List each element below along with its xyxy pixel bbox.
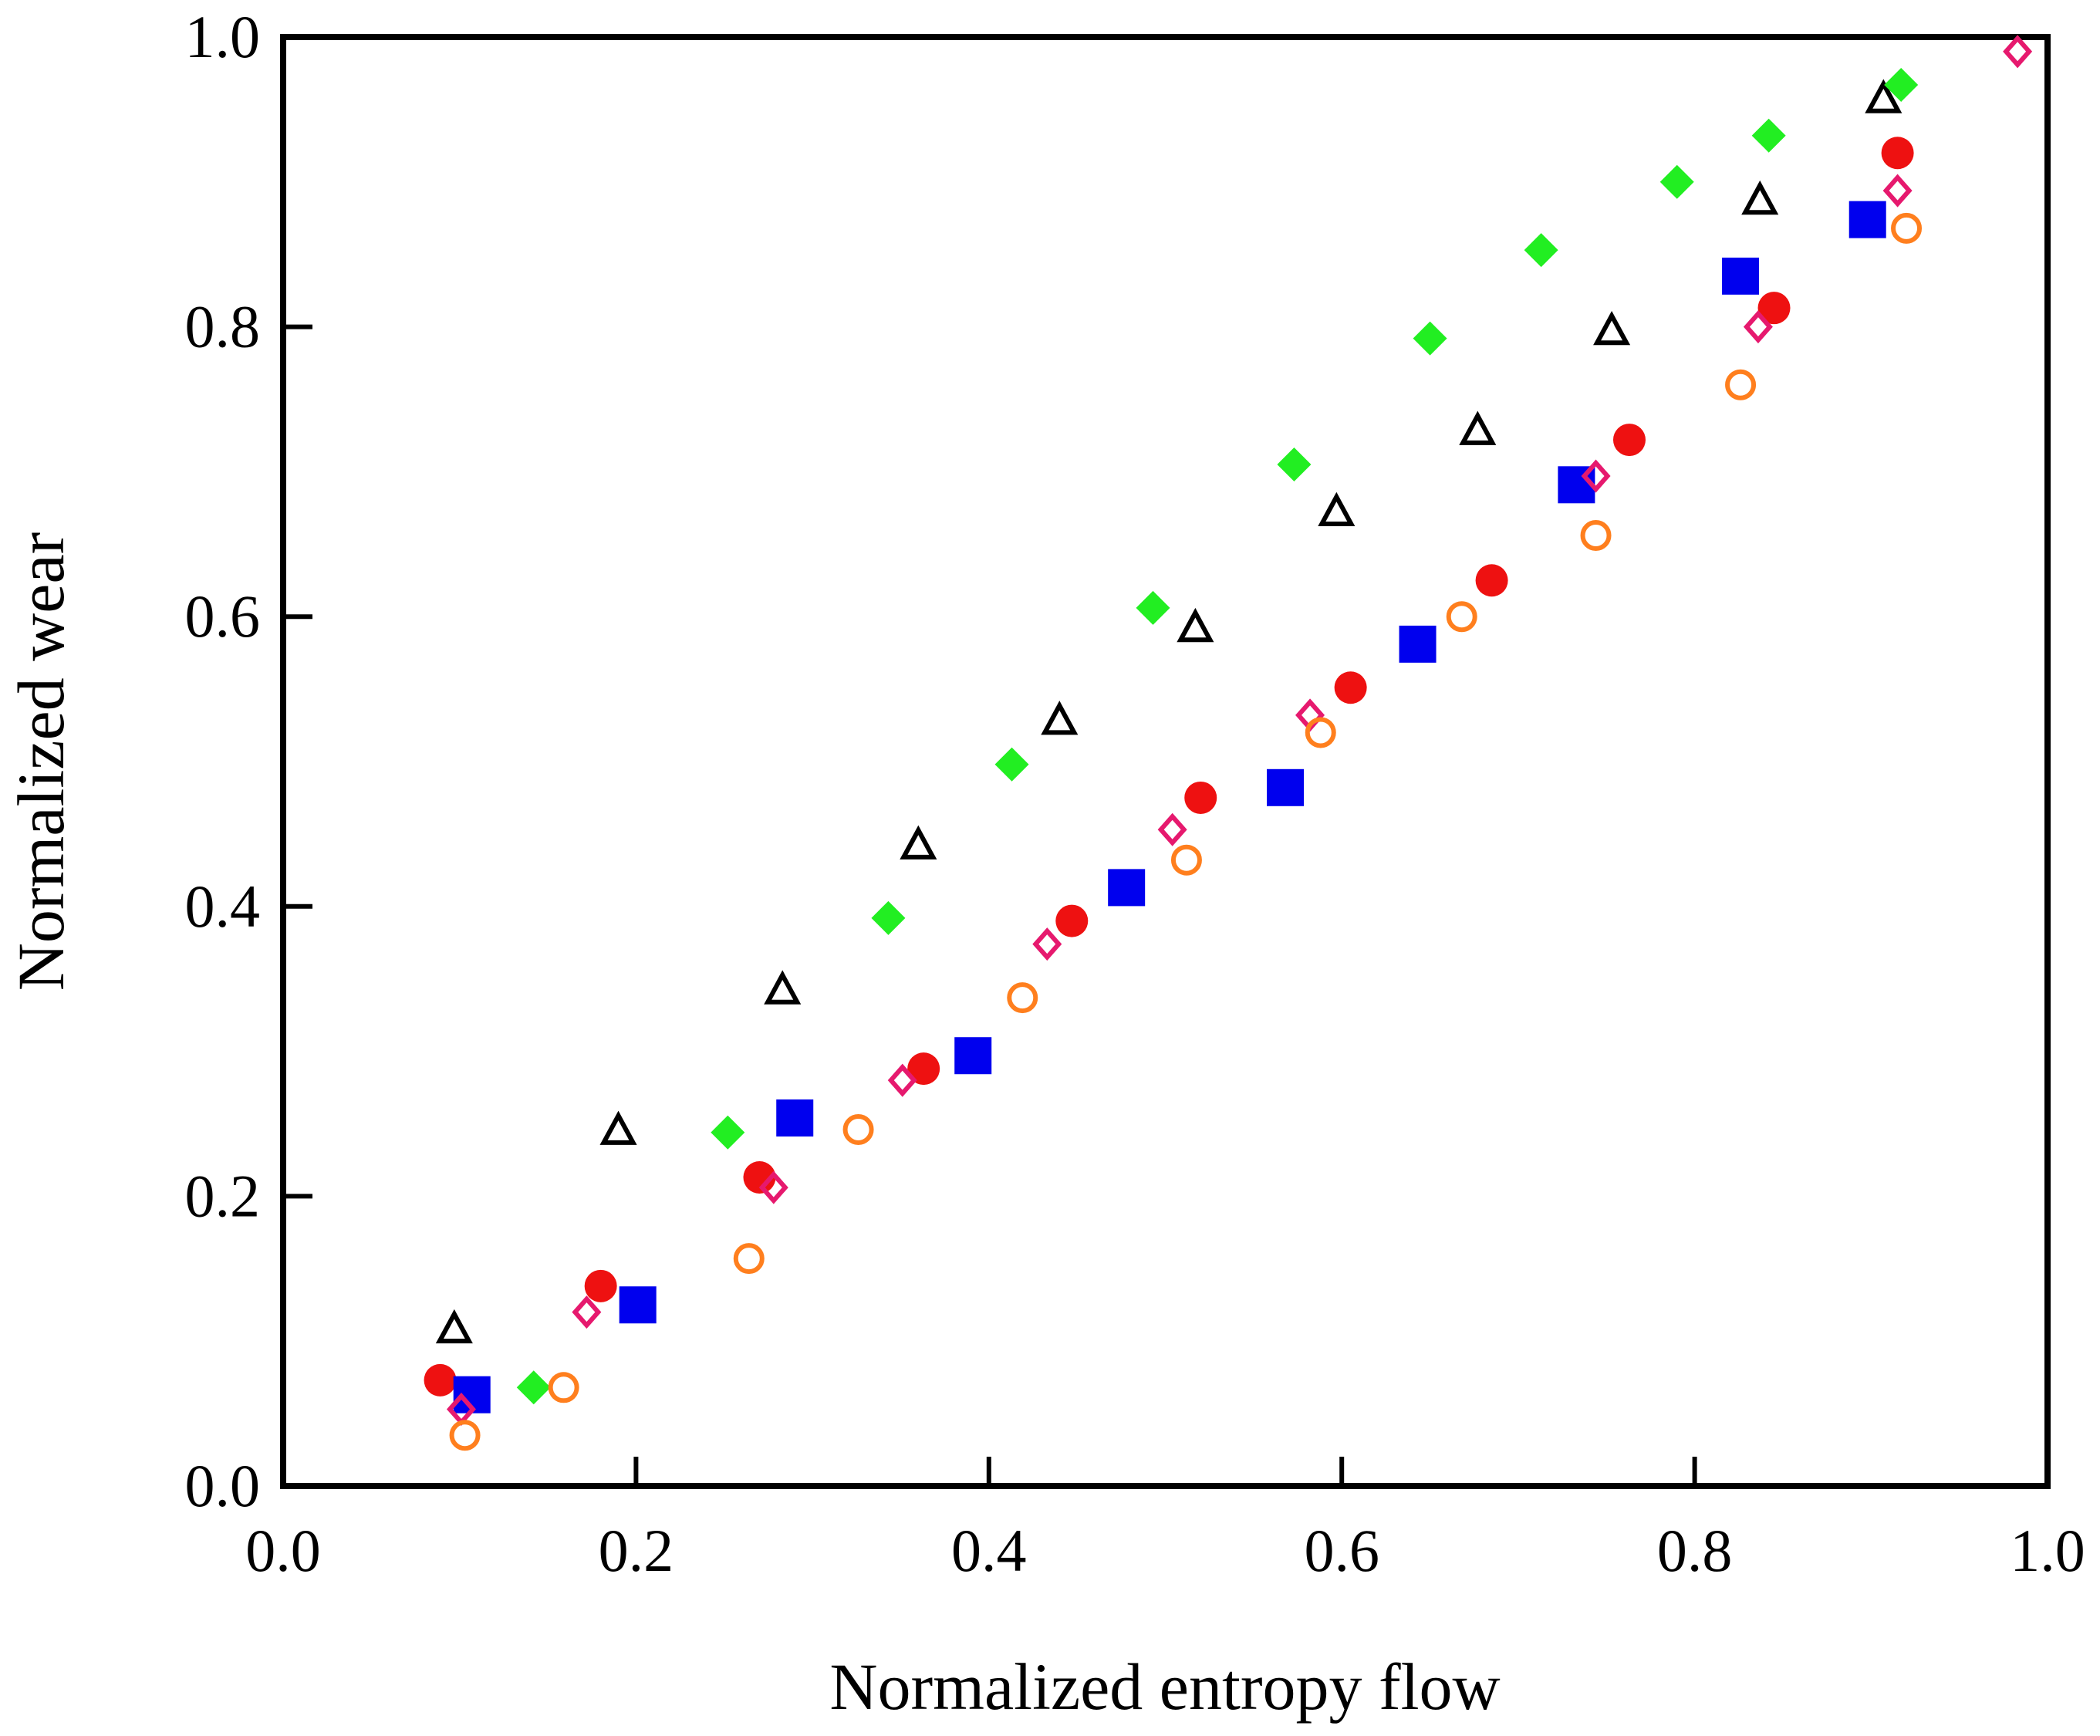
data-point-open-circle: [1305, 717, 1336, 748]
data-point-open-circle: [733, 1243, 765, 1275]
x-tick-label: 0.4: [951, 1517, 1027, 1584]
y-axis-title: Normalized wear: [4, 532, 78, 991]
data-point-filled-diamond: [516, 1370, 551, 1405]
data-point-filled-circle: [1475, 564, 1508, 597]
data-point-filled-square: [776, 1099, 814, 1137]
data-markers: [424, 35, 2033, 1451]
y-tick-label: 0.0: [185, 1452, 261, 1519]
data-point-open-triangle: [1741, 180, 1779, 215]
data-point-filled-square: [1848, 201, 1886, 238]
data-point-open-circle: [1446, 601, 1477, 633]
data-point-filled-circle: [1757, 292, 1791, 325]
data-point-filled-diamond: [1524, 233, 1558, 268]
data-point-filled-circle: [424, 1363, 457, 1397]
x-tick-label: 0.8: [1657, 1517, 1733, 1584]
x-tick-label: 0.2: [599, 1517, 674, 1584]
series-open-triangle: [435, 79, 1902, 1344]
series-filled-circle: [424, 137, 1914, 1397]
x-axis-title: Normalized entropy flow: [829, 1650, 1500, 1724]
y-tick-label: 1.0: [185, 3, 261, 70]
data-point-filled-diamond: [1751, 118, 1786, 153]
y-tick-label: 0.2: [185, 1162, 261, 1229]
data-point-open-triangle: [599, 1110, 637, 1145]
x-tick-label: 0.6: [1304, 1517, 1379, 1584]
y-tick-label: 0.8: [185, 293, 261, 360]
data-point-open-circle: [548, 1372, 579, 1403]
data-point-filled-square: [1108, 869, 1146, 907]
data-point-filled-square: [1267, 768, 1305, 806]
data-point-filled-diamond: [1884, 67, 1919, 102]
data-point-filled-circle: [1334, 671, 1367, 704]
data-point-filled-diamond: [1659, 164, 1694, 199]
data-point-open-triangle: [1318, 491, 1356, 526]
series-filled-square: [453, 201, 1886, 1413]
data-point-filled-diamond: [711, 1115, 745, 1150]
data-point-filled-square: [619, 1286, 657, 1324]
data-point-filled-circle: [1612, 424, 1646, 457]
data-point-filled-square: [954, 1037, 992, 1075]
data-point-open-circle: [1170, 844, 1202, 876]
y-tick-label: 0.6: [185, 583, 261, 650]
data-point-open-diamond: [1882, 174, 1913, 208]
series-filled-diamond: [516, 67, 1919, 1405]
data-point-open-triangle: [764, 970, 802, 1005]
data-point-open-circle: [1725, 369, 1757, 400]
data-point-open-diamond: [1032, 927, 1062, 961]
data-point-open-circle: [449, 1420, 481, 1451]
data-point-open-triangle: [1459, 410, 1497, 445]
data-point-filled-circle: [743, 1160, 776, 1194]
data-point-open-diamond: [572, 1295, 602, 1329]
data-point-open-triangle: [1177, 607, 1214, 643]
data-point-filled-circle: [1184, 781, 1217, 814]
data-point-open-diamond: [1581, 459, 1611, 493]
axis-ticks: 0.0 0.2 0.4 0.6 0.8 1.0 0.0 0.2 0.4 0.6 0.8 1.0: [185, 3, 2085, 1584]
data-point-filled-diamond: [871, 900, 906, 935]
data-point-open-triangle: [900, 825, 937, 860]
data-point-filled-circle: [1881, 137, 1914, 170]
plot-frame: [280, 34, 2051, 1489]
data-point-filled-diamond: [1277, 448, 1312, 482]
data-point-open-triangle: [435, 1309, 473, 1344]
data-point-open-circle: [1891, 212, 1923, 244]
series-open-diamond: [446, 35, 2033, 1427]
data-point-open-diamond: [1157, 812, 1187, 846]
data-point-open-diamond: [1743, 310, 1773, 344]
data-point-open-circle: [1580, 520, 1612, 552]
data-point-filled-diamond: [1136, 590, 1170, 625]
data-point-open-diamond: [2003, 35, 2033, 69]
data-point-open-diamond: [758, 1170, 788, 1204]
series-open-circle: [449, 212, 1923, 1451]
data-point-filled-square: [1399, 625, 1437, 663]
data-point-filled-circle: [1055, 904, 1089, 937]
data-point-filled-square: [1722, 257, 1760, 295]
data-point-open-triangle: [1041, 701, 1079, 735]
data-point-filled-diamond: [1413, 321, 1447, 356]
x-tick-label: 1.0: [2010, 1517, 2085, 1584]
data-point-filled-circle: [907, 1052, 940, 1086]
data-point-open-triangle: [1593, 310, 1631, 346]
data-point-open-circle: [842, 1114, 874, 1146]
data-point-open-circle: [1007, 982, 1038, 1014]
data-point-filled-circle: [584, 1269, 617, 1302]
y-tick-label: 0.4: [185, 873, 261, 940]
data-point-open-diamond: [887, 1063, 917, 1097]
data-point-open-triangle: [1865, 79, 1902, 113]
x-tick-label: 0.0: [245, 1517, 321, 1584]
data-point-filled-diamond: [994, 747, 1029, 782]
